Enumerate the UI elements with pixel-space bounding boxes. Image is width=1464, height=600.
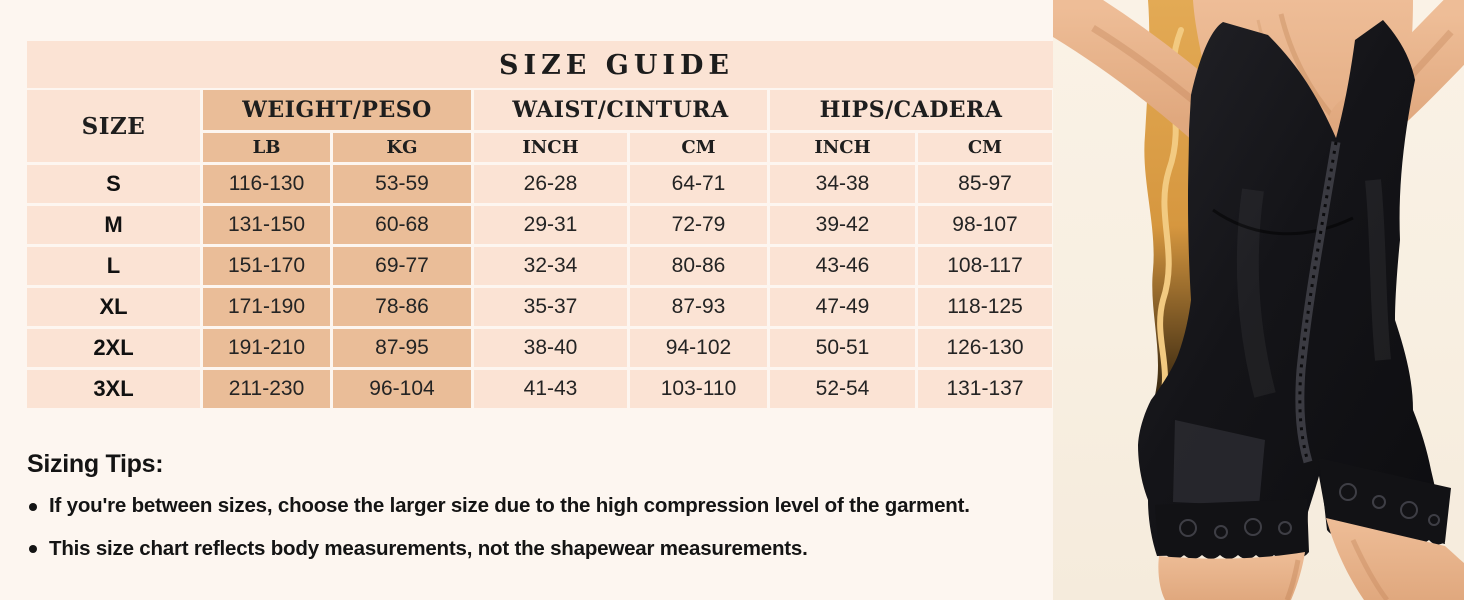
bullet-icon	[29, 545, 37, 554]
subheader-hips-inch: INCH	[770, 133, 915, 162]
value-cell: 171-190	[203, 288, 330, 326]
value-cell: 43-46	[770, 247, 915, 285]
column-header-hips: HIPS/CADERA	[770, 90, 1052, 130]
size-chart-table: SIZE WEIGHT/PESO WAIST/CINTURA HIPS/CADE…	[24, 87, 1055, 411]
sizing-tips-section: Sizing Tips: If you're between sizes, ch…	[27, 450, 1037, 578]
value-cell: 72-79	[630, 206, 767, 244]
column-header-waist: WAIST/CINTURA	[474, 90, 767, 130]
size-cell: L	[27, 247, 200, 285]
mesh-panel	[1173, 420, 1265, 506]
table-row: XL 171-190 78-86 35-37 87-93 47-49 118-1…	[27, 288, 1052, 326]
value-cell: 94-102	[630, 329, 767, 367]
table-row: L 151-170 69-77 32-34 80-86 43-46 108-11…	[27, 247, 1052, 285]
value-cell: 60-68	[333, 206, 471, 244]
table-row: M 131-150 60-68 29-31 72-79 39-42 98-107	[27, 206, 1052, 244]
bullet-icon	[29, 502, 37, 511]
tip-text: This size chart reflects body measuremen…	[49, 536, 808, 560]
value-cell: 131-137	[918, 370, 1052, 408]
legs	[1158, 518, 1464, 600]
page-title: SIZE GUIDE	[498, 50, 735, 81]
shapewear-bodysuit	[1138, 20, 1451, 559]
value-cell: 87-93	[630, 288, 767, 326]
value-cell: 118-125	[918, 288, 1052, 326]
table-row: 2XL 191-210 87-95 38-40 94-102 50-51 126…	[27, 329, 1052, 367]
size-cell: M	[27, 206, 200, 244]
value-cell: 108-117	[918, 247, 1052, 285]
value-cell: 47-49	[770, 288, 915, 326]
value-cell: 64-71	[630, 165, 767, 203]
value-cell: 87-95	[333, 329, 471, 367]
subheader-lb: LB	[203, 133, 330, 162]
value-cell: 85-97	[918, 165, 1052, 203]
product-photo	[1053, 0, 1464, 600]
value-cell: 98-107	[918, 206, 1052, 244]
value-cell: 52-54	[770, 370, 915, 408]
subheader-kg: KG	[333, 133, 471, 162]
value-cell: 191-210	[203, 329, 330, 367]
value-cell: 96-104	[333, 370, 471, 408]
value-cell: 35-37	[474, 288, 627, 326]
column-header-weight: WEIGHT/PESO	[203, 90, 471, 130]
value-cell: 39-42	[770, 206, 915, 244]
value-cell: 103-110	[630, 370, 767, 408]
size-cell: XL	[27, 288, 200, 326]
value-cell: 53-59	[333, 165, 471, 203]
value-cell: 34-38	[770, 165, 915, 203]
hook-closure	[1295, 141, 1341, 464]
title-banner: SIZE GUIDE	[27, 41, 1058, 88]
value-cell: 29-31	[474, 206, 627, 244]
subheader-waist-inch: INCH	[474, 133, 627, 162]
value-cell: 69-77	[333, 247, 471, 285]
tip-item: If you're between sizes, choose the larg…	[27, 493, 1037, 519]
sizing-tips-heading: Sizing Tips:	[27, 450, 164, 478]
subheader-waist-cm: CM	[630, 133, 767, 162]
value-cell: 32-34	[474, 247, 627, 285]
tip-item: This size chart reflects body measuremen…	[27, 536, 1037, 562]
column-header-size: SIZE	[27, 90, 200, 162]
value-cell: 131-150	[203, 206, 330, 244]
size-cell: 2XL	[27, 329, 200, 367]
lace-trim	[1155, 458, 1451, 559]
value-cell: 151-170	[203, 247, 330, 285]
value-cell: 211-230	[203, 370, 330, 408]
table-group-header-row: SIZE WEIGHT/PESO WAIST/CINTURA HIPS/CADE…	[27, 90, 1052, 162]
subheader-hips-cm: CM	[918, 133, 1052, 162]
value-cell: 116-130	[203, 165, 330, 203]
model-photo-illustration	[1053, 0, 1464, 600]
table-row: 3XL 211-230 96-104 41-43 103-110 52-54 1…	[27, 370, 1052, 408]
value-cell: 50-51	[770, 329, 915, 367]
value-cell: 26-28	[474, 165, 627, 203]
value-cell: 38-40	[474, 329, 627, 367]
table-row: S 116-130 53-59 26-28 64-71 34-38 85-97	[27, 165, 1052, 203]
value-cell: 41-43	[474, 370, 627, 408]
value-cell: 78-86	[333, 288, 471, 326]
tip-text: If you're between sizes, choose the larg…	[49, 494, 970, 517]
table-sub-header-row: LB KG INCH CM INCH CM	[27, 133, 1052, 162]
size-cell: 3XL	[27, 370, 200, 408]
value-cell: 126-130	[918, 329, 1052, 367]
size-cell: S	[27, 165, 200, 203]
value-cell: 80-86	[630, 247, 767, 285]
